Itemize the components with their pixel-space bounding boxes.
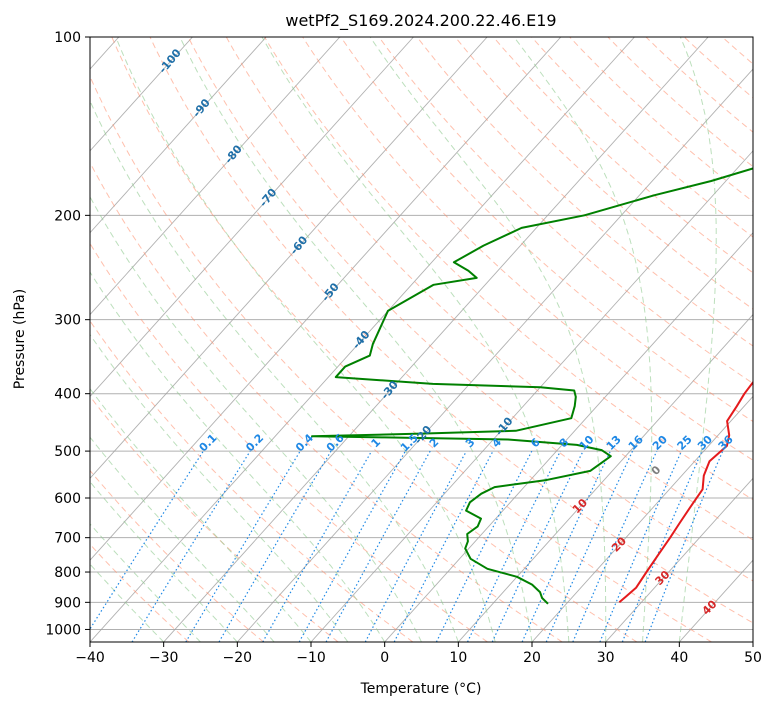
y-axis-label: Pressure (hPa) xyxy=(12,289,28,389)
dry-adiabat-line xyxy=(90,469,264,642)
isotherm-line xyxy=(457,313,753,642)
isotherm-line xyxy=(605,477,753,642)
moist-adiabat-line xyxy=(513,37,653,642)
moist-adiabat-line xyxy=(90,481,238,642)
x-tick-label: 40 xyxy=(670,650,688,666)
isotherm-line xyxy=(236,68,753,642)
mixing-ratio-line xyxy=(90,450,204,631)
dry-adiabat-line xyxy=(416,37,753,347)
moist-adiabat-line xyxy=(115,37,496,642)
x-tick-label: −10 xyxy=(296,650,326,666)
isotherm-line xyxy=(90,37,341,316)
isotherm-line xyxy=(310,150,753,642)
dry-adiabat-line xyxy=(454,37,753,310)
dry-adiabat-line xyxy=(90,320,414,642)
mixing-ratio-line xyxy=(572,450,658,642)
moist-adiabat-line xyxy=(90,387,312,642)
moist-adiabat-line xyxy=(369,37,607,642)
plot-frame xyxy=(89,36,754,643)
y-tick-label: 100 xyxy=(54,30,81,46)
y-tick-label: 900 xyxy=(54,595,81,611)
isotherm-line xyxy=(163,37,709,642)
mixing-ratio-line xyxy=(621,450,703,642)
x-tick-label: −30 xyxy=(149,650,179,666)
mixing-ratio-line xyxy=(325,450,431,642)
y-tick-label: 1000 xyxy=(45,622,81,638)
x-tick-label: 50 xyxy=(744,650,762,666)
isotherm-line xyxy=(90,37,267,234)
mixing-ratio-line xyxy=(435,450,533,642)
y-tick-label: 300 xyxy=(54,313,81,329)
x-axis-label: Temperature (°C) xyxy=(360,681,482,697)
isotherm-line xyxy=(90,37,635,642)
isotherm-line xyxy=(531,395,753,642)
isotherm-line xyxy=(90,37,488,479)
dry-adiabat-line xyxy=(90,242,488,642)
moist-adiabat-line xyxy=(90,99,459,642)
x-tick-label: 0 xyxy=(380,650,389,666)
y-tick-label: 500 xyxy=(54,444,81,460)
isotherm-line xyxy=(90,37,414,398)
mixing-ratio-line xyxy=(131,450,251,642)
x-axis-ticks: −40 −30 −20 −10 0 10 20 30 40 50 xyxy=(75,642,762,666)
mixing-ratio-line xyxy=(644,450,724,642)
dry-adiabat-line xyxy=(149,37,753,624)
y-tick-label: 400 xyxy=(54,387,81,403)
mixing-ratio-line xyxy=(599,450,682,642)
temperature-trace xyxy=(618,380,753,604)
x-tick-label: −20 xyxy=(223,650,253,666)
y-tick-label: 700 xyxy=(54,531,81,547)
y-tick-label: 800 xyxy=(54,565,81,581)
y-axis-ticks: 100 200 300 400 500 600 700 800 900 1000 xyxy=(45,30,90,638)
chart-title: wetPf2_S169.2024.200.22.46.E19 xyxy=(285,11,556,31)
mixing-ratio-line xyxy=(298,450,406,642)
dry-adiabat-line xyxy=(111,37,712,642)
moist-adiabat-line xyxy=(261,37,570,642)
x-tick-label: 10 xyxy=(449,650,467,666)
moist-adiabat-line xyxy=(90,271,386,642)
mixing-ratio-line xyxy=(545,450,634,642)
dry-adiabat-line xyxy=(90,395,339,642)
dry-adiabat-line xyxy=(90,161,563,642)
mixing-ratio-line xyxy=(364,450,467,642)
moist-adiabat-line xyxy=(90,333,349,642)
moist-adiabat-line xyxy=(179,37,533,642)
moist-adiabat-line xyxy=(678,37,717,642)
x-tick-label: 20 xyxy=(523,650,541,666)
isotherm-line xyxy=(90,37,193,152)
x-tick-label: −40 xyxy=(75,650,105,666)
dewpoint-trace xyxy=(311,167,753,605)
y-tick-label: 200 xyxy=(54,208,81,224)
dry-adiabat-line xyxy=(90,543,190,642)
x-tick-label: 30 xyxy=(597,650,615,666)
moist-adiabat-line xyxy=(90,436,275,642)
isotherm-line xyxy=(384,232,753,642)
y-tick-label: 600 xyxy=(54,491,81,507)
isotherm-line xyxy=(90,37,562,561)
